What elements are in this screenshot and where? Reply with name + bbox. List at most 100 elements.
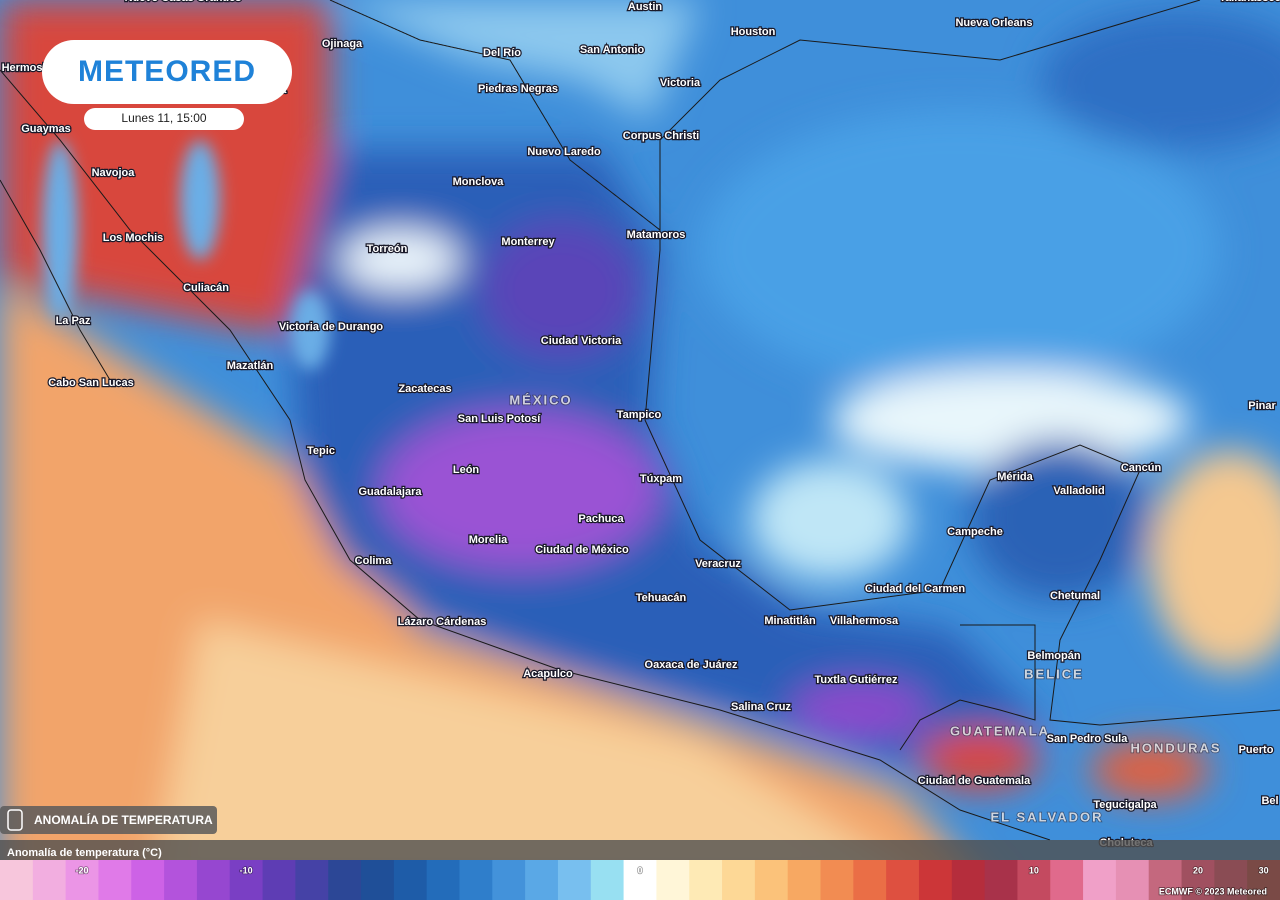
legend-swatch bbox=[393, 860, 428, 900]
place-label: Nuevo Laredo bbox=[527, 146, 601, 158]
legend-swatch bbox=[787, 860, 822, 900]
legend-swatch bbox=[918, 860, 953, 900]
place-label: San Antonio bbox=[580, 44, 645, 56]
place-label: Ciudad del Carmen bbox=[865, 583, 966, 595]
legend: Anomalía de temperatura (°C) -20 -10 0 10 20… bbox=[0, 840, 1280, 900]
place-label: Piedras Negras bbox=[478, 83, 558, 95]
legend-swatch bbox=[590, 860, 625, 900]
legend-swatch bbox=[853, 860, 887, 900]
legend-swatch bbox=[984, 860, 1018, 900]
legend-swatch bbox=[886, 860, 920, 900]
legend-tick: 10 bbox=[1029, 865, 1039, 875]
badge-text: ANOMALÍA DE TEMPERATURA bbox=[34, 812, 213, 827]
legend-swatch bbox=[361, 860, 395, 900]
legend-tick: -20 bbox=[76, 865, 89, 875]
place-label: San Pedro Sula bbox=[1047, 733, 1129, 745]
country-label: MÉXICO bbox=[509, 392, 572, 407]
place-label: Zacatecas bbox=[398, 383, 451, 395]
place-label: Ciudad de Guatemala bbox=[918, 775, 1031, 787]
place-label: Salina Cruz bbox=[731, 701, 791, 713]
place-label: Morelia bbox=[469, 534, 508, 546]
country-label: GUATEMALA bbox=[950, 723, 1050, 738]
place-label: Mazatlán bbox=[227, 360, 274, 372]
place-label: Tallahassee bbox=[1219, 0, 1280, 4]
legend-swatch bbox=[1115, 860, 1150, 900]
country-label: EL SALVADOR bbox=[990, 809, 1103, 824]
layer-badge[interactable]: ANOMALÍA DE TEMPERATURA bbox=[0, 806, 217, 834]
legend-title: Anomalía de temperatura (°C) bbox=[7, 847, 162, 859]
place-label: Monterrey bbox=[501, 236, 555, 248]
legend-swatch bbox=[722, 860, 756, 900]
logo: METEORED Lunes 11, 15:00 bbox=[42, 40, 292, 130]
legend-swatch bbox=[820, 860, 854, 900]
place-label: Corpus Christi bbox=[623, 130, 699, 142]
place-label: Victoria bbox=[660, 77, 701, 89]
legend-swatch bbox=[196, 860, 231, 900]
place-label: Houston bbox=[731, 26, 776, 38]
place-label: Mérida bbox=[997, 471, 1033, 483]
legend-swatch bbox=[98, 860, 132, 900]
place-label: Colima bbox=[355, 555, 393, 567]
place-label: Cabo San Lucas bbox=[48, 377, 134, 389]
place-label: Tampico bbox=[617, 409, 662, 421]
legend-swatch bbox=[0, 860, 34, 900]
legend-swatch bbox=[328, 860, 362, 900]
legend-swatch bbox=[1148, 860, 1183, 900]
place-label: Chetumal bbox=[1050, 590, 1100, 602]
place-label: Valladolid bbox=[1053, 485, 1104, 497]
place-label: Bel bbox=[1261, 795, 1278, 807]
logo-text: METEORED bbox=[78, 55, 256, 88]
legend-swatch bbox=[426, 860, 460, 900]
place-label: Nueva Orleans bbox=[955, 17, 1032, 29]
place-label: León bbox=[453, 464, 480, 476]
legend-swatch bbox=[1214, 860, 1248, 900]
place-label: Tehuacán bbox=[636, 592, 687, 604]
place-label: Guadalajara bbox=[359, 486, 423, 498]
legend-swatch bbox=[262, 860, 296, 900]
legend-tick: -10 bbox=[240, 865, 253, 875]
legend-swatch bbox=[525, 860, 559, 900]
place-label: Ciudad de México bbox=[535, 544, 629, 556]
place-label: Tepic bbox=[307, 445, 335, 457]
place-label: Guaymas bbox=[21, 123, 71, 135]
legend-swatch bbox=[1181, 860, 1215, 900]
place-label: Belmopán bbox=[1027, 650, 1080, 662]
place-label: Ciudad Victoria bbox=[541, 335, 622, 347]
date: Lunes 11, 15:00 bbox=[121, 111, 207, 125]
credit: ECMWF © 2023 Meteored bbox=[1159, 886, 1267, 896]
place-label: Cancún bbox=[1121, 462, 1162, 474]
place-label: Villahermosa bbox=[830, 615, 899, 627]
place-label: Culiacán bbox=[183, 282, 229, 294]
legend-swatch bbox=[32, 860, 67, 900]
legend-swatch bbox=[557, 860, 592, 900]
legend-swatch bbox=[623, 860, 657, 900]
place-label: Túxpam bbox=[640, 473, 682, 485]
legend-swatch bbox=[65, 860, 99, 900]
place-label: Veracruz bbox=[695, 558, 741, 570]
place-label: Monclova bbox=[453, 176, 505, 188]
place-label: Matamoros bbox=[627, 229, 686, 241]
place-label: Torreón bbox=[367, 243, 408, 255]
legend-swatch bbox=[754, 860, 789, 900]
place-label: Pachuca bbox=[578, 513, 624, 525]
place-label: Oaxaca de Juárez bbox=[645, 659, 738, 671]
legend-swatch bbox=[1017, 860, 1051, 900]
place-label: Puerto bbox=[1239, 744, 1274, 756]
legend-swatch bbox=[492, 860, 526, 900]
place-label: Victoria de Durango bbox=[279, 321, 384, 333]
place-label: Pinar bbox=[1248, 400, 1276, 412]
place-label: Austin bbox=[628, 1, 663, 13]
place-label: Nuevo Casas Grandes bbox=[125, 0, 242, 4]
place-label: La Paz bbox=[56, 315, 91, 327]
legend-swatch bbox=[656, 860, 690, 900]
place-label: Lázaro Cárdenas bbox=[398, 616, 487, 628]
place-label: Minatitlán bbox=[764, 615, 816, 627]
place-label: Ojinaga bbox=[322, 38, 363, 50]
legend-swatch bbox=[295, 860, 329, 900]
place-label: Tegucigalpa bbox=[1093, 799, 1157, 811]
place-label: Campeche bbox=[947, 526, 1003, 538]
legend-swatch bbox=[164, 860, 198, 900]
